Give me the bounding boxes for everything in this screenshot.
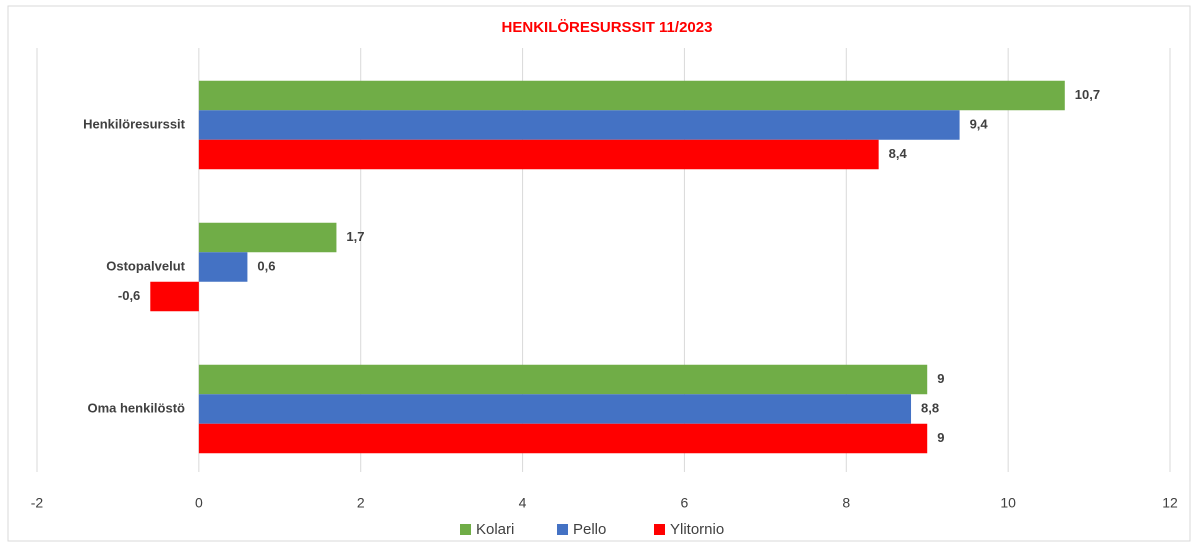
data-label: -0,6 bbox=[118, 288, 140, 303]
chart-title: HENKILÖRESURSSIT 11/2023 bbox=[502, 19, 713, 36]
x-tick-label: 2 bbox=[357, 495, 365, 511]
legend-label: Ylitornio bbox=[670, 521, 724, 538]
legend-label: Kolari bbox=[476, 521, 514, 538]
legend-label: Pello bbox=[573, 521, 606, 538]
bar bbox=[198, 394, 912, 424]
y-tick-label: Henkilöresurssit bbox=[83, 116, 186, 131]
data-label: 9,4 bbox=[970, 116, 989, 131]
x-tick-label: 8 bbox=[842, 495, 850, 511]
data-label: 9 bbox=[937, 371, 944, 386]
y-tick-label: Ostopalvelut bbox=[106, 258, 185, 273]
data-label: 10,7 bbox=[1075, 87, 1100, 102]
bar bbox=[198, 364, 928, 395]
legend-swatch bbox=[460, 524, 471, 535]
x-tick-label: -2 bbox=[31, 495, 44, 511]
legend-swatch bbox=[654, 524, 665, 535]
data-label: 0,6 bbox=[257, 258, 275, 273]
bar bbox=[198, 110, 960, 140]
bar bbox=[198, 80, 1065, 111]
bar bbox=[198, 139, 879, 170]
bar bbox=[150, 281, 199, 312]
data-label: 1,7 bbox=[346, 229, 364, 244]
data-label: 9 bbox=[937, 430, 944, 445]
legend-swatch bbox=[557, 524, 568, 535]
y-tick-label: Oma henkilöstö bbox=[87, 400, 185, 415]
x-tick-label: 6 bbox=[681, 495, 689, 511]
bar bbox=[198, 423, 928, 454]
bar bbox=[198, 252, 248, 282]
bar bbox=[198, 222, 337, 253]
data-label: 8,8 bbox=[921, 400, 939, 415]
x-tick-label: 12 bbox=[1162, 495, 1178, 511]
x-tick-label: 4 bbox=[519, 495, 527, 511]
x-tick-label: 0 bbox=[195, 495, 203, 511]
data-label: 8,4 bbox=[889, 146, 908, 161]
x-tick-label: 10 bbox=[1000, 495, 1016, 511]
